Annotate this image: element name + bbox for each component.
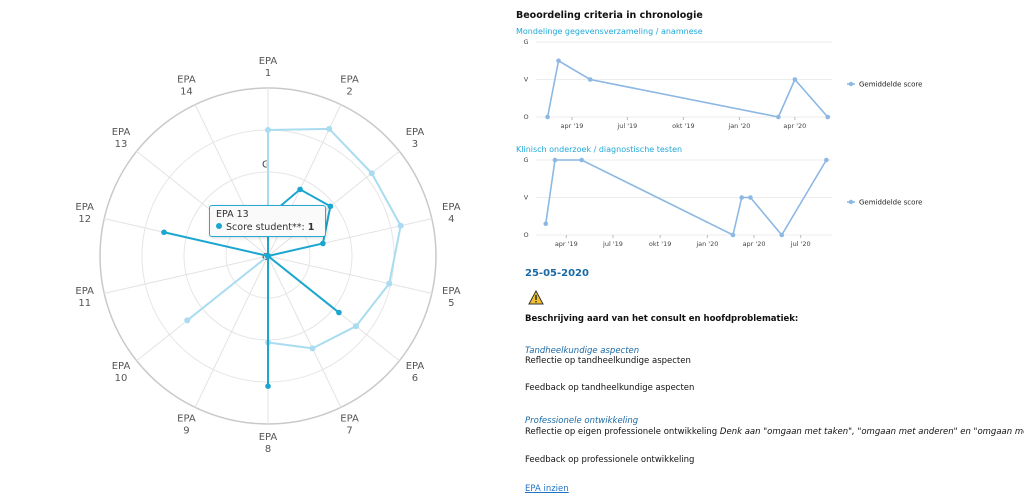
- radar-label-8: EPA 8: [259, 432, 278, 455]
- chart1-title: Mondelinge gegevensverzameling / anamnes…: [516, 27, 703, 36]
- radar-label-5: EPA 5: [442, 286, 461, 309]
- series-point-6: [779, 232, 785, 238]
- radar-series-1-point-6: [353, 323, 360, 330]
- x-tick-1: jul '19: [616, 122, 637, 130]
- series-point-0: [543, 221, 549, 227]
- x-tick-5: jul '20: [790, 240, 811, 248]
- section-tandheelkundig: Tandheelkundige aspecten: [525, 346, 640, 356]
- reflectie-professioneel-hint: Denk aan "omgaan met taken", "omgaan met…: [719, 427, 1024, 437]
- y-tick-V: V: [524, 194, 529, 202]
- series-point-3: [730, 232, 736, 238]
- radar-spoke-13: [136, 150, 269, 257]
- radar-series-1-line: [186, 127, 402, 350]
- y-tick-O: O: [523, 231, 528, 239]
- tooltip-value: 1: [307, 222, 315, 233]
- reflectie-professioneel-text: Reflectie op eigen professionele ontwikk…: [525, 427, 718, 437]
- radar-series-0-line: [163, 188, 340, 387]
- radar-series-0-point-2: [297, 186, 303, 193]
- series-point-4: [792, 77, 798, 82]
- series-point-1: [552, 157, 558, 163]
- radar-series-0-point-4: [320, 240, 326, 247]
- series-point-4: [739, 195, 745, 200]
- x-tick-4: apr '20: [743, 240, 766, 248]
- feedback-tandheelkundig: Feedback op tandheelkundige aspecten: [525, 383, 695, 393]
- tooltip-title: EPA 13: [216, 209, 249, 220]
- x-tick-2: okt '19: [649, 240, 671, 248]
- radar-label-9: EPA 9: [177, 413, 196, 436]
- radar-label-7: EPA 7: [340, 413, 359, 436]
- legend-dot-icon: [848, 199, 854, 205]
- radar-label-1: EPA 1: [259, 56, 278, 79]
- radar-series-0-point-8: [265, 383, 271, 390]
- radar-series-1-point-10: [184, 317, 191, 324]
- radar-series-0-point-12: [161, 229, 167, 236]
- section-professioneel: Professionele ontwikkeling: [525, 416, 639, 426]
- legend-label: Gemiddelde score: [859, 81, 922, 89]
- legend-label: Gemiddelde score: [859, 199, 922, 207]
- series-point-7: [824, 157, 829, 163]
- radar-label-2: EPA 2: [340, 75, 359, 98]
- series-point-5: [748, 195, 753, 200]
- x-tick-0: apr '19: [560, 122, 583, 130]
- x-tick-0: apr '19: [555, 240, 578, 248]
- radar-label-12: EPA 12: [75, 202, 94, 225]
- criteria-heading: Beoordeling criteria in chronologie: [516, 10, 703, 21]
- radar-series-1-point-2: [326, 125, 333, 132]
- radar-series-1-point-5: [386, 280, 393, 287]
- series-line: [546, 59, 829, 118]
- x-tick-1: jul '19: [602, 240, 623, 248]
- radar-label-4: EPA 4: [442, 202, 461, 225]
- feedback-professioneel: Feedback op professionele ontwikkeling: [525, 455, 695, 465]
- reflectie-professioneel: Reflectie op eigen professionele ontwikk…: [525, 427, 1024, 437]
- y-tick-G: G: [523, 38, 528, 46]
- chart2-title: Klinisch onderzoek / diagnostische teste…: [516, 145, 683, 154]
- tooltip-dot-icon: [216, 223, 222, 229]
- series-point-2: [587, 77, 593, 82]
- radar-label-14: EPA 14: [177, 75, 196, 98]
- description-label: Beschrijving aard van het consult en hoo…: [525, 314, 799, 324]
- x-tick-4: apr '20: [783, 122, 806, 130]
- tooltip-line: Score student**: 1: [216, 222, 319, 233]
- reflectie-tandheelkundig: Reflectie op tandheelkundige aspecten: [525, 356, 691, 366]
- radar-series-0-point-14: [265, 253, 271, 259]
- radar-series-0-point-3: [327, 203, 334, 210]
- x-tick-2: okt '19: [672, 122, 694, 130]
- series-line: [544, 159, 828, 237]
- y-tick-G: G: [523, 156, 528, 164]
- epa-inzien-link[interactable]: EPA inzien: [525, 484, 569, 494]
- radar-label-10: EPA 10: [112, 361, 131, 384]
- radar-series-1-point-4: [397, 222, 404, 229]
- y-tick-O: O: [523, 113, 528, 121]
- series-point-2: [579, 157, 584, 163]
- radar-spoke-11: [104, 255, 269, 294]
- radar-tooltip: EPA 13 Score student**: 1: [209, 205, 326, 237]
- warning-icon: [528, 290, 544, 305]
- series-point-5: [825, 114, 831, 120]
- radar-spoke-9: [194, 255, 269, 408]
- radar-label-13: EPA 13: [112, 127, 131, 150]
- radar-chart: EPA 1 EPA 2 EPA 3 EPA 4 EPA 5 EPA 6 EPA 7 EPA 8 EPA 9 EPA 1…: [75, 56, 461, 455]
- radar-spoke-5: [267, 255, 432, 294]
- radar-series-0-point-6: [336, 309, 342, 316]
- x-tick-3: jan '20: [727, 122, 750, 130]
- radar-series-1-point-1: [265, 127, 271, 133]
- radar-tick-G: G: [262, 160, 270, 171]
- radar-label-3: EPA 3: [406, 127, 425, 150]
- series-point-0: [545, 114, 550, 120]
- x-tick-3: jan '20: [695, 240, 718, 248]
- series-point-1: [556, 58, 561, 64]
- radar-label-6: EPA 6: [406, 361, 425, 384]
- series-point-3: [776, 114, 781, 120]
- radar-series-1-point-3: [368, 170, 375, 177]
- legend-dot-icon: [848, 81, 854, 87]
- entry-date: 25-05-2020: [525, 268, 589, 279]
- y-tick-V: V: [524, 76, 529, 84]
- radar-label-11: EPA 11: [75, 286, 94, 309]
- radar-series-1-point-7: [309, 345, 316, 352]
- radar-spoke-7: [267, 255, 342, 408]
- radar-spoke-3: [267, 150, 400, 257]
- tooltip-label: Score student**:: [226, 222, 305, 233]
